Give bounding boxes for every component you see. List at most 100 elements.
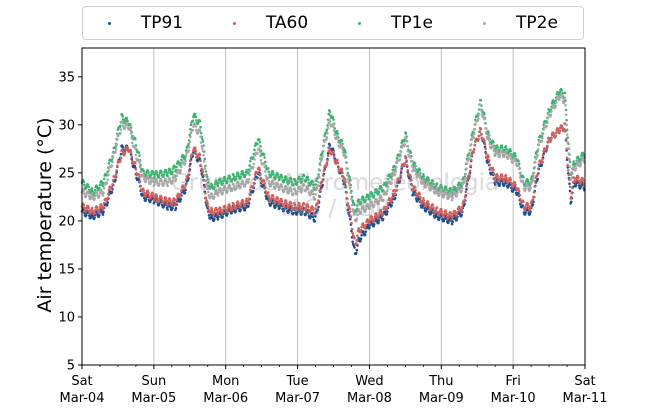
point-ta60	[533, 179, 537, 183]
point-ta60	[119, 159, 122, 163]
point-tp1e	[373, 191, 377, 194]
point-tp2e	[202, 153, 205, 157]
point-ta60	[191, 152, 195, 156]
point-tp1e	[147, 171, 150, 174]
point-tp2e	[133, 146, 137, 150]
point-tp2e	[258, 150, 262, 154]
point-tp2e	[267, 180, 271, 183]
point-tp91	[114, 178, 117, 182]
point-tp91	[287, 210, 290, 214]
point-tp91	[390, 204, 393, 207]
point-tp1e	[564, 108, 568, 112]
point-tp2e	[189, 131, 193, 135]
point-tp1e	[572, 160, 575, 163]
point-tp2e	[292, 192, 295, 196]
point-tp91	[434, 213, 438, 217]
point-ta60	[272, 197, 275, 200]
point-tp2e	[335, 134, 339, 138]
point-tp2e	[514, 159, 517, 163]
series-tp91	[80, 122, 586, 256]
point-tp91	[360, 233, 363, 237]
point-tp2e	[125, 121, 129, 125]
point-tp2e	[432, 187, 435, 191]
point-tp2e	[524, 187, 528, 190]
point-tp2e	[477, 113, 481, 116]
point-tp2e	[301, 187, 304, 190]
point-tp2e	[447, 194, 451, 198]
point-tp1e	[107, 161, 111, 165]
point-tp1e	[245, 168, 248, 172]
point-tp2e	[526, 185, 530, 188]
point-ta60	[290, 204, 293, 208]
legend-marker-tp2e	[483, 21, 487, 25]
point-tp91	[451, 220, 454, 224]
point-ta60	[201, 170, 205, 174]
point-ta60	[549, 139, 553, 142]
point-tp91	[269, 202, 273, 205]
point-ta60	[206, 202, 210, 205]
point-tp2e	[300, 189, 304, 193]
point-ta60	[239, 204, 242, 208]
point-tp2e	[449, 192, 453, 196]
point-tp2e	[554, 104, 557, 108]
point-tp1e	[514, 154, 517, 158]
point-ta60	[263, 186, 267, 189]
point-tp1e	[146, 169, 150, 172]
point-ta60	[449, 212, 453, 215]
point-tp1e	[350, 195, 354, 199]
point-ta60	[526, 204, 530, 208]
point-tp91	[458, 212, 462, 215]
point-tp2e	[564, 104, 567, 107]
point-tp1e	[168, 168, 172, 172]
point-tp2e	[187, 149, 190, 152]
point-ta60	[394, 189, 398, 193]
point-tp2e	[413, 166, 417, 170]
point-tp91	[274, 205, 277, 209]
point-tp1e	[360, 198, 363, 201]
point-ta60	[540, 160, 544, 164]
point-tp2e	[350, 203, 354, 207]
point-ta60	[178, 195, 182, 198]
point-tp2e	[153, 180, 157, 184]
point-ta60	[343, 177, 347, 181]
point-ta60	[302, 202, 306, 206]
point-ta60	[571, 186, 574, 190]
point-tp1e	[155, 171, 159, 174]
point-tp1e	[274, 177, 277, 180]
xtick-label-day: Fri	[505, 374, 521, 389]
point-tp2e	[266, 176, 270, 180]
point-tp2e	[171, 176, 175, 180]
point-tp1e	[157, 174, 161, 177]
point-tp2e	[363, 210, 367, 213]
point-ta60	[564, 138, 568, 141]
point-ta60	[119, 156, 123, 160]
point-tp2e	[114, 148, 118, 151]
point-ta60	[239, 201, 243, 205]
point-tp2e	[232, 183, 235, 186]
point-tp2e	[507, 156, 510, 160]
point-ta60	[257, 166, 261, 170]
point-ta60	[156, 197, 159, 201]
point-tp91	[296, 210, 299, 214]
point-tp1e	[207, 181, 210, 184]
point-ta60	[442, 212, 446, 216]
point-tp2e	[287, 189, 291, 192]
point-tp2e	[247, 180, 250, 184]
point-tp2e	[355, 217, 359, 221]
point-tp1e	[323, 134, 326, 138]
point-tp2e	[561, 96, 564, 100]
point-tp2e	[562, 101, 566, 104]
point-ta60	[406, 168, 410, 172]
point-ta60	[439, 208, 443, 211]
point-tp2e	[569, 178, 573, 181]
point-ta60	[207, 205, 210, 208]
point-tp1e	[285, 178, 289, 181]
point-tp2e	[119, 128, 123, 132]
point-tp91	[317, 205, 320, 209]
point-tp1e	[253, 148, 256, 152]
point-tp1e	[171, 167, 175, 170]
point-tp1e	[566, 136, 570, 139]
point-tp2e	[239, 185, 242, 188]
point-tp2e	[419, 176, 422, 180]
point-ta60	[464, 190, 468, 194]
